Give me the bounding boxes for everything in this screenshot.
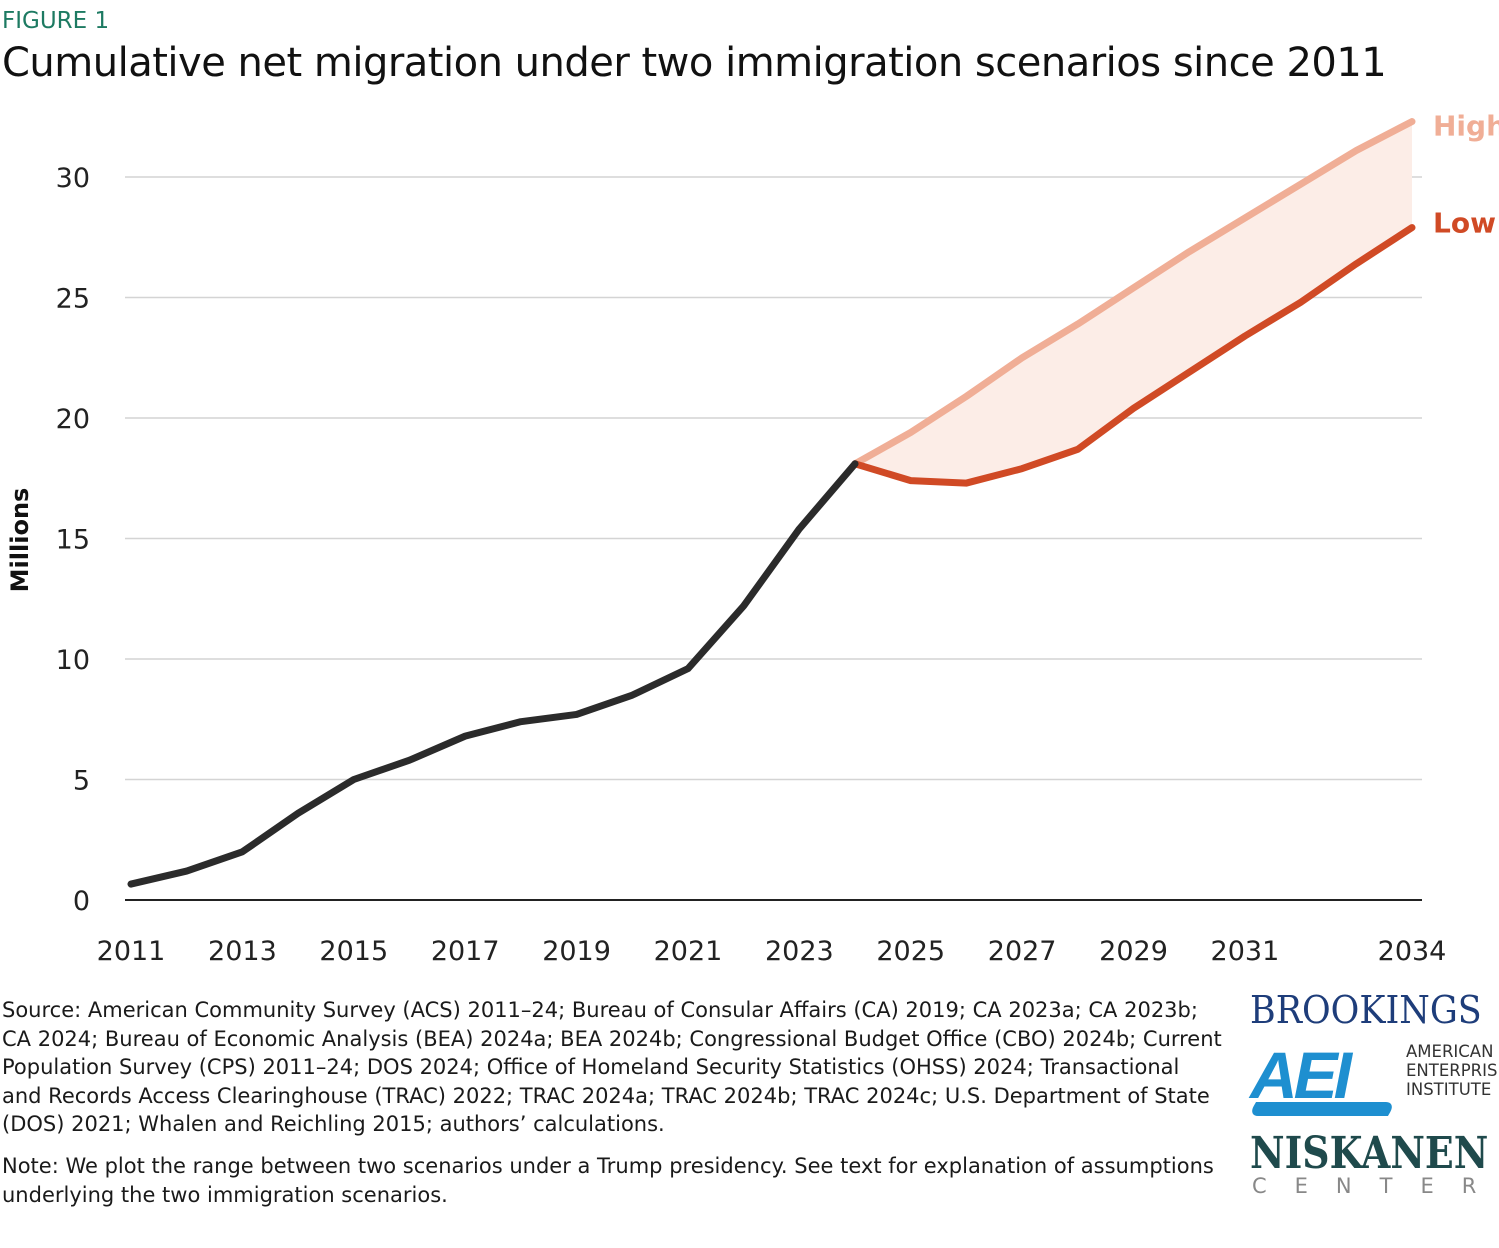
data-point-high <box>1244 217 1246 219</box>
data-point-low <box>1355 263 1357 265</box>
x-tick-label: 2034 <box>1378 936 1447 967</box>
chart-title: Cumulative net migration under two immig… <box>2 40 1387 86</box>
y-tick-label: 5 <box>73 766 90 797</box>
x-tick-label: 2023 <box>765 936 834 967</box>
niskanen-center-sub: CENTER <box>1252 1174 1499 1198</box>
x-tick-label: 2031 <box>1211 936 1280 967</box>
aei-line2: ENTERPRISE <box>1406 1061 1499 1080</box>
data-point-high <box>965 395 967 397</box>
series-line-historical <box>127 460 859 888</box>
data-point-historical <box>464 735 466 737</box>
data-point-historical <box>186 870 188 872</box>
source-note: Source: American Community Survey (ACS) … <box>2 998 1222 1136</box>
aei-line3: INSTITUTE <box>1406 1080 1492 1099</box>
y-tick-label: 30 <box>56 163 90 194</box>
x-tick-label: 2019 <box>542 936 611 967</box>
x-tick-label: 2017 <box>431 936 500 967</box>
data-point-low <box>1021 468 1023 470</box>
data-point-historical <box>576 713 578 715</box>
data-point-low <box>910 480 912 482</box>
data-point-historical <box>297 812 299 814</box>
low-label: Low <box>1433 207 1496 240</box>
high-label: High <box>1433 110 1499 143</box>
data-point-low <box>1244 335 1246 337</box>
y-tick-label: 15 <box>56 525 90 556</box>
data-point-low <box>1411 227 1413 229</box>
data-point-high <box>1355 149 1357 151</box>
aei-logo: AEI AMERICAN ENTERPRISE INSTITUTE <box>1247 1038 1499 1118</box>
aei-swoosh <box>1247 1102 1397 1116</box>
data-point-historical <box>687 668 689 670</box>
data-point-historical <box>631 694 633 696</box>
figure-label: FIGURE 1 <box>2 8 110 34</box>
data-point-high <box>1300 183 1302 185</box>
y-tick-label: 0 <box>73 886 90 917</box>
scenario-range-area <box>855 121 1412 484</box>
x-tick-label: 2011 <box>97 936 166 967</box>
data-point-low <box>1077 448 1079 450</box>
aei-line1: AMERICAN <box>1406 1042 1494 1061</box>
data-point-historical <box>520 721 522 723</box>
data-point-low <box>1300 301 1302 303</box>
data-point-historical <box>798 528 800 530</box>
y-tick-label: 20 <box>56 404 90 435</box>
data-point-historical <box>241 851 243 853</box>
data-point-high <box>1133 287 1135 289</box>
data-point-historical <box>854 463 856 465</box>
data-point-historical <box>408 759 410 761</box>
data-point-historical <box>353 779 355 780</box>
aei-mark: AEI <box>1250 1038 1352 1112</box>
x-tick-label: 2013 <box>208 936 277 967</box>
x-tick-label: 2015 <box>319 936 388 967</box>
data-point-high <box>1188 251 1190 253</box>
data-point-historical <box>130 883 132 885</box>
niskanen-logo: NISKANEN <box>1250 1128 1489 1179</box>
x-tick-label: 2027 <box>988 936 1057 967</box>
x-tick-label: 2029 <box>1099 936 1168 967</box>
y-tick-label: 25 <box>56 284 90 315</box>
data-point-high <box>910 431 912 433</box>
y-tick-label: 10 <box>56 645 90 676</box>
data-point-high <box>1021 357 1023 359</box>
x-tick-label: 2025 <box>876 936 945 967</box>
y-axis-label: Millions <box>6 488 34 593</box>
data-point-low <box>965 482 967 484</box>
aei-text: AMERICAN ENTERPRISE INSTITUTE <box>1406 1042 1499 1099</box>
data-point-historical <box>743 605 745 607</box>
x-tick-label: 2021 <box>654 936 723 967</box>
data-point-high <box>1077 323 1079 325</box>
data-point-low <box>1133 407 1135 409</box>
brookings-logo: BROOKINGS <box>1250 988 1482 1032</box>
data-point-low <box>1188 371 1190 373</box>
data-point-high <box>1411 121 1413 123</box>
note: Note: We plot the range between two scen… <box>2 1154 1214 1207</box>
